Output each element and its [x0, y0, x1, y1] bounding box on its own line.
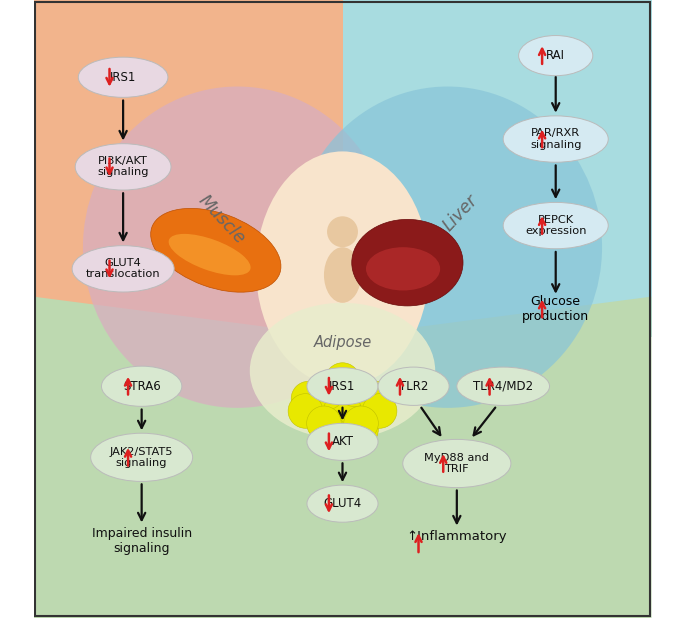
Ellipse shape	[169, 234, 251, 276]
Ellipse shape	[250, 303, 435, 439]
Text: JAK2/STAT5
signaling: JAK2/STAT5 signaling	[110, 447, 173, 468]
Circle shape	[288, 394, 323, 428]
Ellipse shape	[378, 367, 449, 405]
Ellipse shape	[151, 208, 281, 292]
Ellipse shape	[324, 247, 361, 303]
Ellipse shape	[256, 151, 429, 386]
Ellipse shape	[72, 246, 174, 292]
Polygon shape	[34, 297, 651, 618]
Ellipse shape	[503, 203, 608, 249]
Ellipse shape	[83, 87, 392, 408]
Circle shape	[344, 412, 378, 447]
Text: signaling: signaling	[114, 541, 170, 555]
Circle shape	[344, 406, 378, 441]
Text: PEPCK
expression: PEPCK expression	[525, 215, 586, 236]
Ellipse shape	[519, 36, 593, 76]
Text: production: production	[522, 310, 589, 323]
Circle shape	[359, 381, 394, 416]
Text: MyD88 and
TRIF: MyD88 and TRIF	[425, 453, 489, 474]
Ellipse shape	[293, 87, 602, 408]
Polygon shape	[342, 0, 651, 337]
Text: GLUT4
translocation: GLUT4 translocation	[86, 258, 160, 279]
Text: Muscle: Muscle	[195, 191, 249, 248]
Text: Impaired insulin: Impaired insulin	[92, 527, 192, 540]
Ellipse shape	[403, 439, 511, 488]
Text: IRS1: IRS1	[329, 379, 356, 393]
Text: RAI: RAI	[546, 49, 565, 62]
Text: Liver: Liver	[439, 192, 481, 235]
Circle shape	[307, 406, 341, 441]
Ellipse shape	[75, 144, 171, 190]
Text: STRA6: STRA6	[123, 379, 160, 393]
Text: IRS1: IRS1	[110, 70, 136, 84]
Text: GLUT4: GLUT4	[323, 497, 362, 510]
Ellipse shape	[503, 116, 608, 163]
Ellipse shape	[366, 247, 440, 290]
Text: Glucose: Glucose	[531, 295, 581, 308]
Ellipse shape	[90, 433, 192, 481]
Text: TLR2: TLR2	[399, 379, 428, 393]
Text: TLR4/MD2: TLR4/MD2	[473, 379, 533, 393]
Ellipse shape	[307, 423, 378, 460]
Circle shape	[338, 372, 372, 407]
Polygon shape	[34, 0, 342, 337]
Ellipse shape	[457, 367, 549, 405]
Circle shape	[291, 381, 326, 416]
Text: ↑Inflammatory: ↑Inflammatory	[406, 530, 507, 543]
Circle shape	[325, 363, 360, 397]
Text: PAR/RXR
signaling: PAR/RXR signaling	[530, 129, 582, 150]
Circle shape	[310, 375, 345, 410]
Text: PI3K/AKT
signaling: PI3K/AKT signaling	[97, 156, 149, 177]
Circle shape	[325, 394, 360, 428]
Ellipse shape	[352, 219, 463, 306]
Circle shape	[362, 394, 397, 428]
Text: AKT: AKT	[332, 435, 353, 449]
Ellipse shape	[307, 485, 378, 522]
Ellipse shape	[307, 368, 378, 405]
Text: Adipose: Adipose	[313, 336, 372, 350]
Ellipse shape	[101, 366, 182, 407]
Circle shape	[310, 412, 345, 447]
Circle shape	[327, 216, 358, 247]
Ellipse shape	[78, 57, 168, 98]
